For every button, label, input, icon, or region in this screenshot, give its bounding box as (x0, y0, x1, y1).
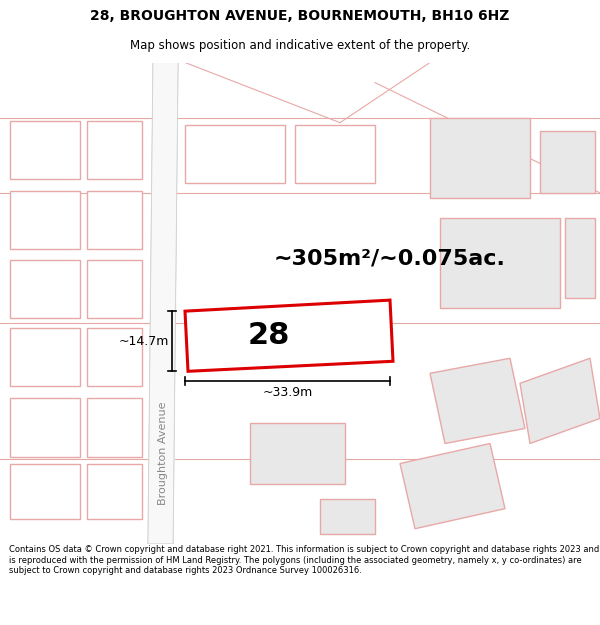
Polygon shape (148, 62, 178, 544)
Polygon shape (87, 328, 142, 386)
Polygon shape (10, 328, 80, 386)
Polygon shape (320, 499, 375, 534)
Polygon shape (440, 218, 560, 308)
Polygon shape (87, 191, 142, 249)
Polygon shape (10, 121, 80, 179)
Polygon shape (430, 358, 525, 444)
Polygon shape (87, 464, 142, 519)
Polygon shape (10, 191, 80, 249)
Polygon shape (87, 121, 142, 179)
Polygon shape (87, 260, 142, 318)
Text: 28, BROUGHTON AVENUE, BOURNEMOUTH, BH10 6HZ: 28, BROUGHTON AVENUE, BOURNEMOUTH, BH10 … (91, 9, 509, 22)
Text: Broughton Avenue: Broughton Avenue (158, 402, 168, 505)
Polygon shape (185, 124, 285, 182)
Text: 28: 28 (248, 321, 290, 351)
Polygon shape (400, 444, 505, 529)
Polygon shape (10, 260, 80, 318)
Text: ~33.9m: ~33.9m (262, 386, 313, 399)
Text: Map shows position and indicative extent of the property.: Map shows position and indicative extent… (130, 39, 470, 51)
Polygon shape (430, 118, 530, 198)
Text: ~305m²/~0.075ac.: ~305m²/~0.075ac. (274, 248, 506, 268)
Text: ~14.7m: ~14.7m (119, 335, 169, 348)
Polygon shape (295, 124, 375, 182)
Polygon shape (185, 300, 393, 371)
Polygon shape (87, 398, 142, 456)
Polygon shape (520, 358, 600, 444)
Text: Contains OS data © Crown copyright and database right 2021. This information is : Contains OS data © Crown copyright and d… (9, 546, 599, 575)
Polygon shape (540, 131, 595, 193)
Polygon shape (250, 424, 345, 484)
Polygon shape (10, 464, 80, 519)
Polygon shape (565, 218, 595, 298)
Polygon shape (10, 398, 80, 456)
